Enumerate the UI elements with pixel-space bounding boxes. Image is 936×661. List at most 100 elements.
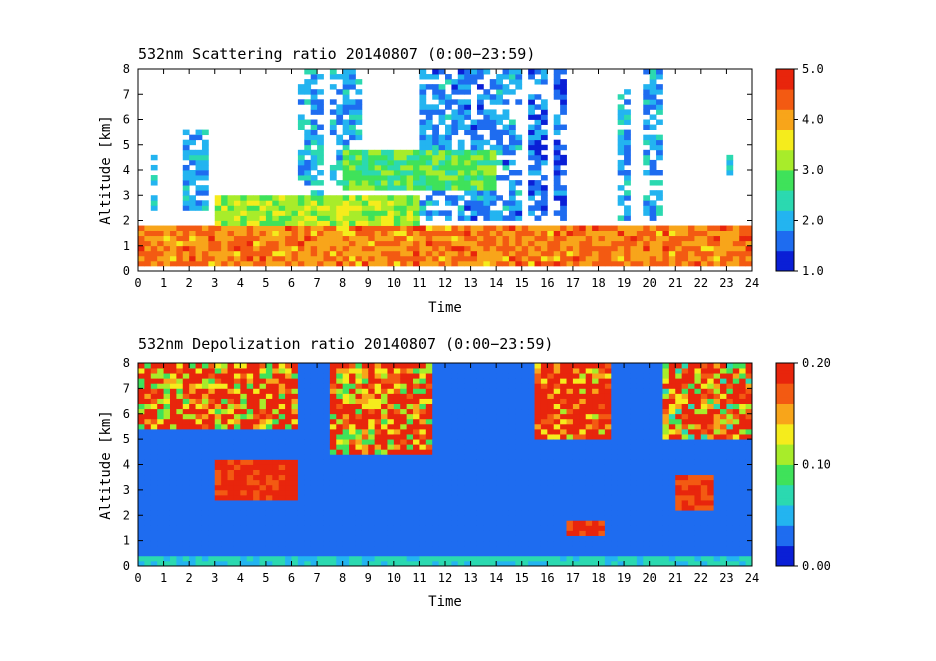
heat-cell — [457, 560, 465, 567]
heat-cell — [310, 74, 318, 80]
heat-cell — [662, 240, 670, 247]
heat-cell — [387, 489, 395, 496]
heat-cell — [419, 428, 427, 435]
heat-cell — [176, 408, 184, 415]
heat-cell — [508, 245, 516, 252]
heat-cell — [138, 383, 145, 389]
heat-cell — [336, 260, 344, 267]
heat-cell — [304, 215, 312, 221]
heat-cell — [323, 515, 331, 521]
heat-cell — [265, 398, 273, 404]
x-tick-label: 7 — [313, 276, 320, 290]
heat-cell — [534, 378, 542, 384]
heat-cell — [445, 74, 452, 80]
heat-cell — [534, 104, 542, 110]
heat-cell — [483, 164, 491, 171]
heat-cell — [508, 479, 516, 486]
heat-cell — [457, 79, 465, 85]
heat-cell — [508, 190, 516, 196]
heat-cell — [240, 408, 248, 415]
heat-cell — [336, 255, 344, 262]
heat-cell — [534, 393, 542, 399]
heat-cell — [553, 454, 561, 460]
heat-cell — [157, 393, 164, 399]
heat-cell — [361, 363, 369, 369]
heat-cell — [592, 449, 599, 455]
heat-cell — [265, 550, 273, 557]
heat-cell — [297, 413, 305, 420]
heat-cell — [425, 255, 433, 262]
heat-cell — [438, 413, 446, 420]
heat-cell — [572, 240, 580, 247]
heat-cell — [393, 159, 401, 166]
heat-cell — [592, 459, 599, 465]
heat-cell — [381, 185, 388, 191]
heat-cell — [451, 555, 459, 562]
heat-cell — [323, 210, 331, 216]
heat-cell — [489, 200, 497, 206]
heat-cell — [425, 245, 433, 252]
heat-cell — [195, 560, 203, 567]
heat-cell — [355, 434, 363, 440]
heat-cell — [317, 494, 324, 501]
heat-cell — [617, 530, 625, 536]
heat-cell — [374, 170, 382, 176]
heat-cell — [342, 550, 350, 557]
heat-cell — [176, 393, 184, 399]
heat-cell — [355, 413, 363, 420]
heat-cell — [419, 124, 427, 130]
heat-cell — [297, 550, 305, 557]
heat-cell — [227, 555, 235, 562]
heat-cell — [496, 494, 503, 501]
heat-cell — [150, 195, 158, 201]
heat-cell — [278, 479, 286, 486]
heat-cell — [323, 255, 331, 262]
heat-cell — [259, 413, 267, 420]
heat-cell — [265, 489, 273, 496]
heat-cell — [259, 505, 267, 511]
heat-cell — [470, 464, 478, 470]
heat-cell — [515, 418, 523, 425]
heat-cell — [336, 210, 344, 216]
heat-cell — [144, 373, 152, 379]
heat-cell — [445, 383, 452, 389]
heat-cell — [201, 225, 209, 231]
colorbar-segment — [776, 176, 794, 181]
heat-cell — [195, 398, 203, 404]
heat-cell — [592, 550, 599, 557]
heat-cell — [489, 180, 497, 186]
heat-cell — [195, 505, 203, 511]
heat-cell — [553, 403, 561, 410]
heat-cell — [233, 260, 241, 267]
heat-cell — [374, 388, 382, 394]
heat-cell — [451, 479, 459, 486]
heat-cell — [169, 240, 177, 247]
heat-cell — [553, 444, 561, 450]
heat-cell — [368, 250, 376, 257]
heat-cell — [496, 139, 503, 146]
heat-cell — [201, 434, 209, 440]
heat-cell — [361, 200, 369, 206]
heat-cell — [521, 484, 529, 491]
heat-cell — [381, 449, 388, 455]
heat-cell — [470, 423, 478, 430]
heat-cell — [342, 89, 350, 95]
heat-cell — [489, 469, 497, 476]
heat-cell — [265, 235, 273, 242]
heat-cell — [400, 515, 408, 521]
heat-cell — [374, 215, 382, 221]
heat-cell — [342, 454, 350, 460]
heat-cell — [182, 149, 190, 156]
heat-cell — [592, 255, 599, 262]
heat-cell — [547, 368, 555, 374]
heat-cell — [604, 545, 612, 552]
heat-cell — [272, 535, 280, 542]
heat-cell — [528, 545, 535, 552]
colorbar-segment — [776, 196, 794, 201]
heat-cell — [611, 479, 619, 486]
heat-cell — [425, 180, 433, 186]
heat-cell — [150, 484, 158, 491]
heat-cell — [502, 175, 510, 181]
heat-cell — [387, 159, 395, 166]
heat-cell — [624, 139, 631, 146]
